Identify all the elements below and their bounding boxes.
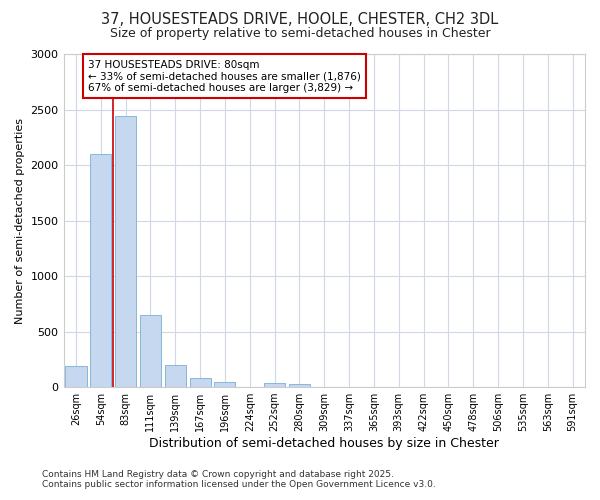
Bar (289, 384, 310, 387)
Bar (90, 154, 112, 387)
Text: 37, HOUSESTEADS DRIVE, HOOLE, CHESTER, CH2 3DL: 37, HOUSESTEADS DRIVE, HOOLE, CHESTER, C… (101, 12, 499, 28)
Bar (214, 382, 235, 387)
X-axis label: Distribution of semi-detached houses by size in Chester: Distribution of semi-detached houses by … (149, 437, 499, 450)
Bar (264, 383, 285, 387)
Bar (140, 315, 161, 387)
Bar (115, 116, 136, 387)
Bar (314, 386, 335, 387)
Text: Size of property relative to semi-detached houses in Chester: Size of property relative to semi-detach… (110, 28, 490, 40)
Text: 37 HOUSESTEADS DRIVE: 80sqm
← 33% of semi-detached houses are smaller (1,876)
67: 37 HOUSESTEADS DRIVE: 80sqm ← 33% of sem… (88, 60, 361, 93)
Bar (190, 378, 211, 387)
Bar (239, 386, 260, 387)
Text: Contains HM Land Registry data © Crown copyright and database right 2025.
Contai: Contains HM Land Registry data © Crown c… (42, 470, 436, 489)
Bar (165, 365, 186, 387)
Y-axis label: Number of semi-detached properties: Number of semi-detached properties (15, 118, 25, 324)
Bar (65, 366, 86, 387)
